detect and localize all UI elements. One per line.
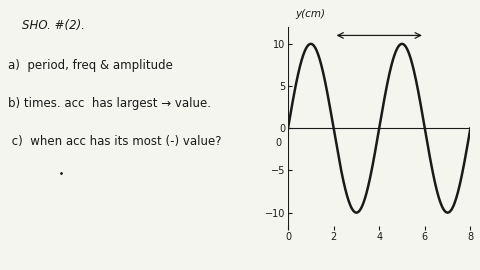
Text: y(cm): y(cm) [295,9,325,19]
Text: SHO. #(2).: SHO. #(2). [22,19,85,32]
Text: a)  period, freq & amplitude: a) period, freq & amplitude [8,59,173,72]
Text: 0: 0 [275,138,281,149]
Text: c)  when acc has its most (-) value?: c) when acc has its most (-) value? [8,135,222,148]
Text: b) times. acc  has largest → value.: b) times. acc has largest → value. [8,97,211,110]
